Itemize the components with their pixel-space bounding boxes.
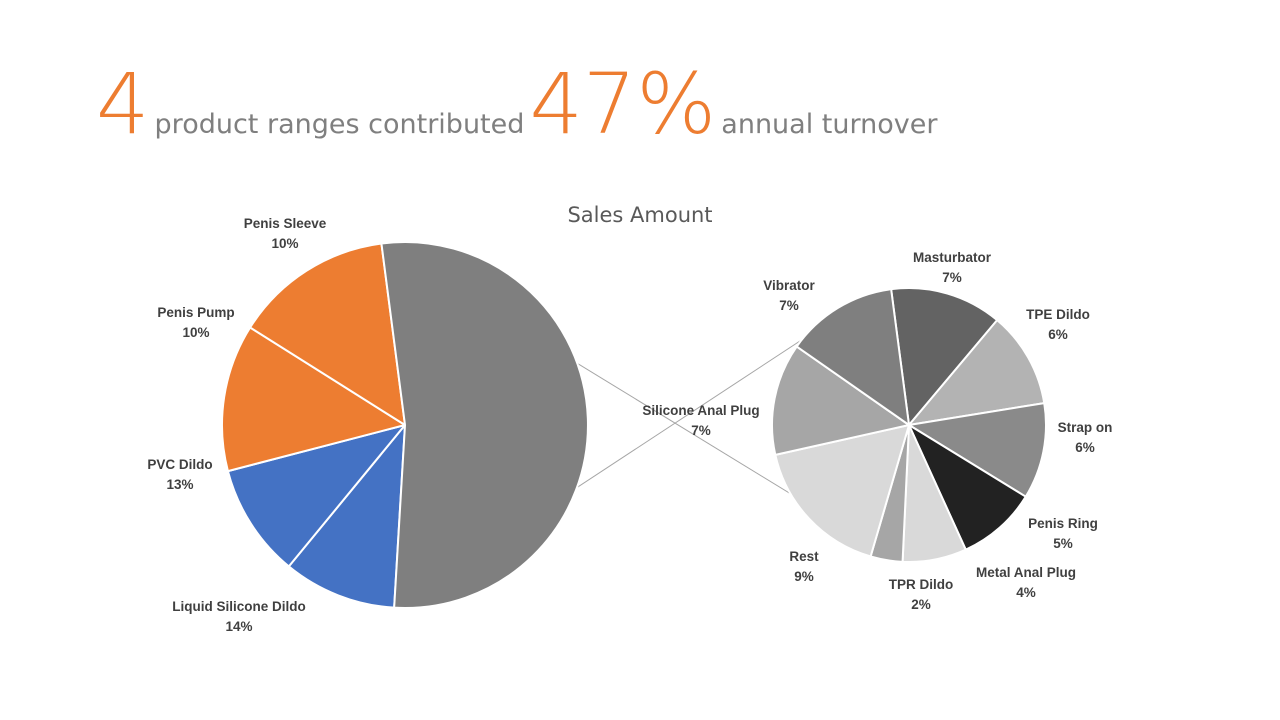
secondary-pie-data-label: TPE Dildo 6% — [1026, 307, 1090, 342]
secondary-pie-slice-penis-ring — [908, 424, 1027, 551]
secondary-pie-data-label: Vibrator 7% — [763, 278, 815, 313]
secondary-pie-slice-silicone-anal-plug — [771, 345, 910, 456]
main-pie-slice-penis-sleeve — [287, 424, 406, 609]
secondary-pie-data-label: TPR Dildo 2% — [889, 577, 954, 612]
secondary-pie-data-label: Rest 9% — [789, 549, 819, 584]
headline-count: 4 — [96, 55, 150, 153]
secondary-pie-data-label: Masturbator 7% — [913, 250, 992, 285]
secondary-pie-data-label: Metal Anal Plug 4% — [976, 565, 1076, 600]
headline-count-text: product ranges contributed — [154, 109, 525, 140]
main-pie-slice-pvc-dildo — [221, 326, 406, 473]
main-pie-data-label: Penis Sleeve 10% — [244, 216, 327, 251]
main-pie-data-label: PVC Dildo 13% — [147, 457, 212, 492]
secondary-pie-slice-masturbator — [890, 287, 999, 426]
secondary-pie-slice-strap-on — [908, 402, 1047, 498]
secondary-pie-slice-rest — [774, 424, 910, 558]
secondary-pie-data-label: Silicone Anal Plug 7% — [642, 403, 759, 438]
headline-percent: 47% — [529, 55, 717, 153]
main-pie-data-label: Penis Pump 10% — [157, 305, 234, 340]
main-pie-data-label: Liquid Silicone Dildo 14% — [172, 599, 306, 634]
chart-title: Sales Amount — [567, 203, 713, 227]
secondary-pie-data-label: Penis Ring 5% — [1028, 516, 1098, 551]
secondary-pie-slice-vibrator — [795, 288, 910, 426]
main-pie-slice-liquid-silicone-dildo — [249, 242, 406, 426]
secondary-pie-data-label: Strap on 6% — [1058, 420, 1113, 455]
headline-percent-text: annual turnover — [721, 109, 938, 140]
main-pie-slice-other — [380, 241, 589, 609]
secondary-pie-slice-tpe-dildo — [908, 319, 1046, 426]
headline: 4 product ranges contributed 47% annual … — [96, 54, 937, 154]
